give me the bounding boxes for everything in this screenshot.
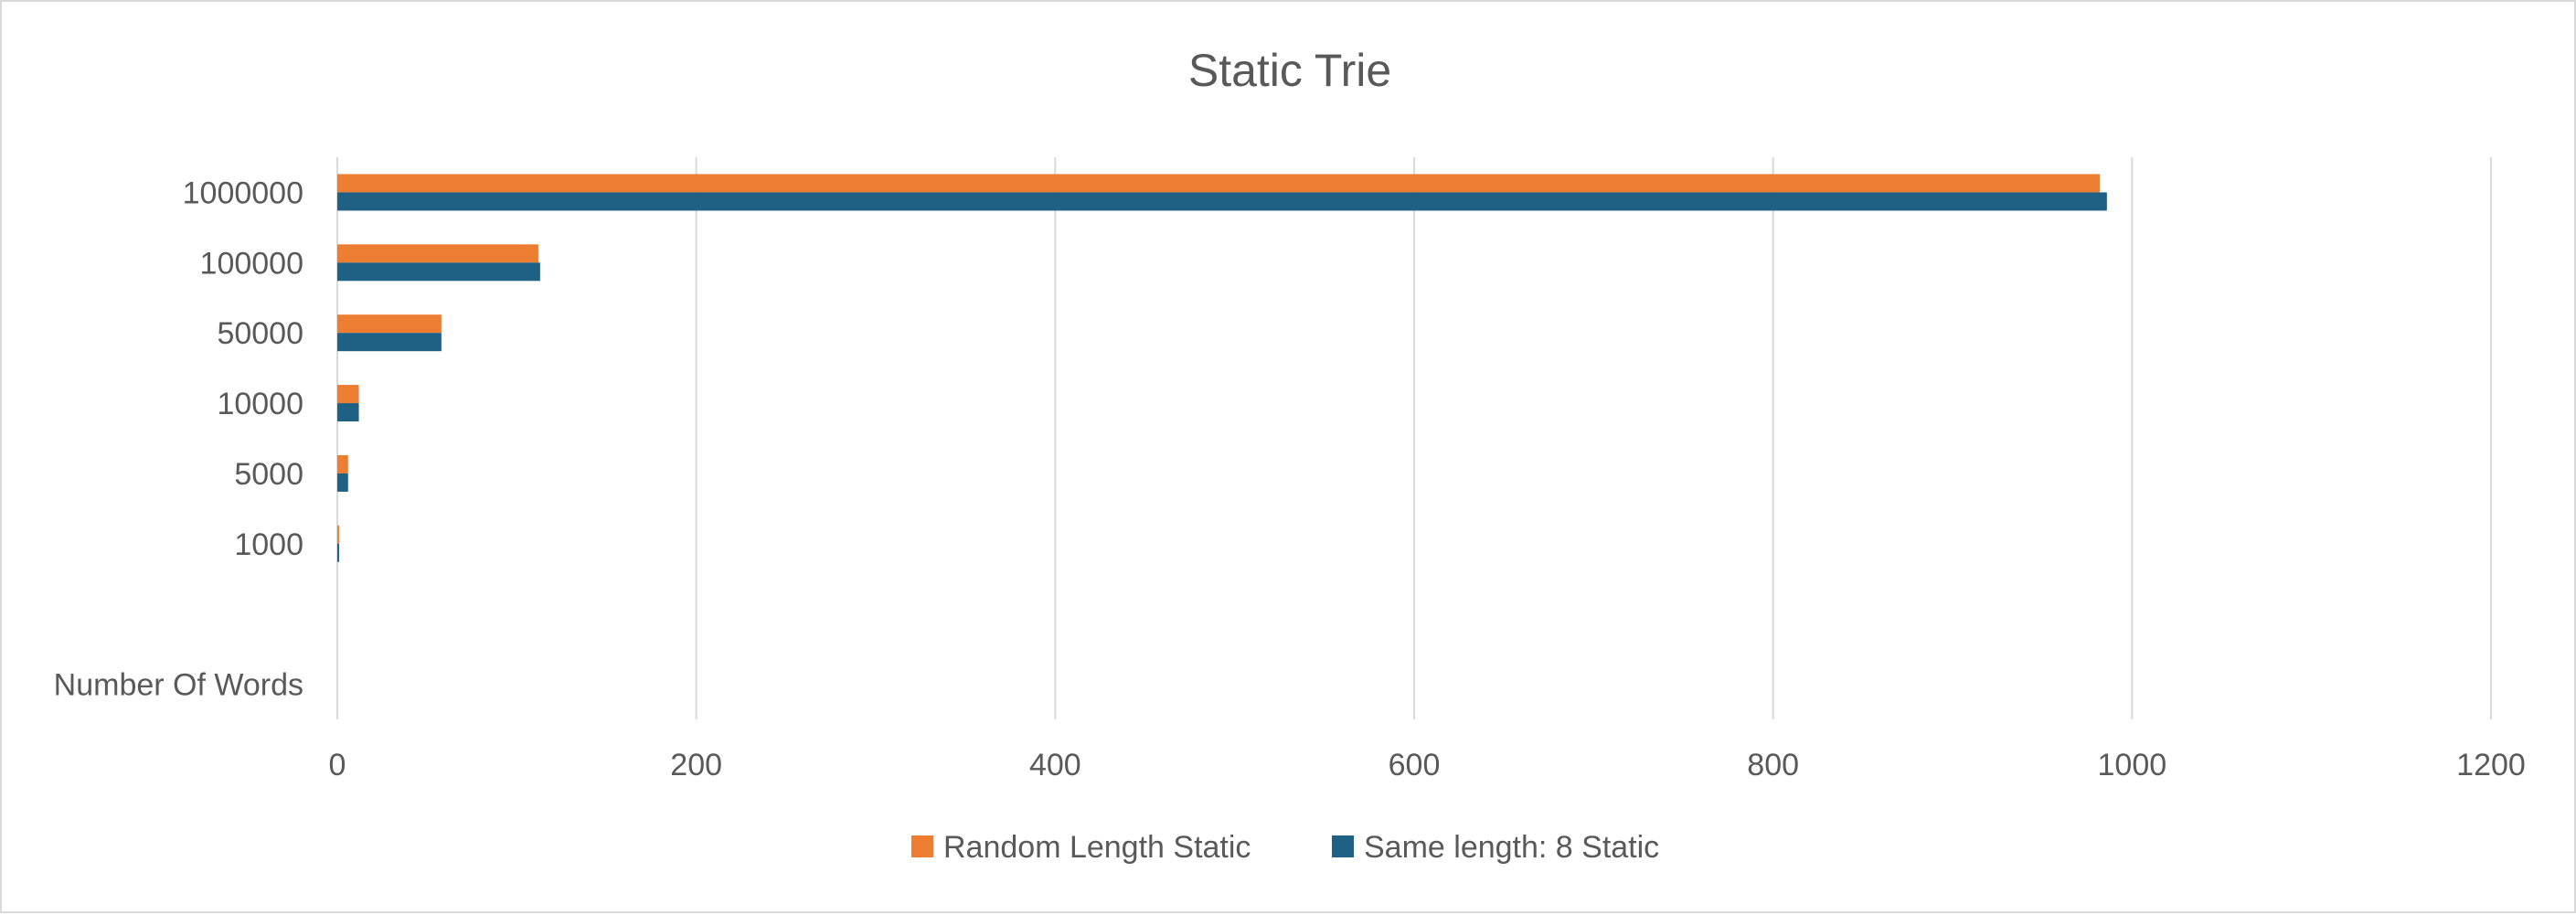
bar-same-length-10000 xyxy=(337,403,359,422)
y-axis-labels: Number Of Words 1000 5000 10000 50000 100000 1… xyxy=(54,176,303,702)
legend-swatch-same-length xyxy=(1332,835,1354,857)
x-tick-label: 400 xyxy=(1029,748,1081,782)
bar-same-length-1000000 xyxy=(337,192,2107,211)
x-tick-label: 1200 xyxy=(2456,748,2526,782)
chart-title: Static Trie xyxy=(1188,45,1391,96)
bar-same-length-1000 xyxy=(337,543,339,562)
x-tick-label: 800 xyxy=(1747,748,1799,782)
y-category-label: 1000000 xyxy=(183,176,303,210)
bars xyxy=(337,174,2107,562)
bar-random-length-100000 xyxy=(337,244,538,263)
x-tick-label: 0 xyxy=(329,748,346,782)
x-tick-label: 1000 xyxy=(2098,748,2167,782)
bar-random-length-10000 xyxy=(337,385,359,404)
y-category-label: Number Of Words xyxy=(54,668,303,703)
bar-random-length-50000 xyxy=(337,314,442,334)
y-category-label: 5000 xyxy=(234,457,303,492)
bar-same-length-50000 xyxy=(337,333,442,352)
y-category-label: 10000 xyxy=(217,387,303,421)
y-category-label: 1000 xyxy=(234,527,303,562)
x-axis-labels: 0 200 400 600 800 1000 1200 xyxy=(329,748,2526,782)
x-tick-label: 600 xyxy=(1389,748,1441,782)
bar-random-length-1000 xyxy=(337,525,339,544)
y-category-label: 100000 xyxy=(200,246,303,281)
legend-label-same-length: Same length: 8 Static xyxy=(1364,830,1659,865)
legend-label-random-length: Random Length Static xyxy=(943,830,1251,865)
legend-swatch-random-length xyxy=(911,835,933,857)
bar-random-length-1000000 xyxy=(337,174,2100,193)
bar-random-length-5000 xyxy=(337,454,348,473)
gridlines xyxy=(336,157,2492,719)
bar-same-length-5000 xyxy=(337,473,348,492)
x-tick-label: 200 xyxy=(670,748,722,782)
legend: Random Length Static Same length: 8 Stat… xyxy=(911,830,1659,865)
y-category-label: 50000 xyxy=(217,316,303,351)
bar-same-length-100000 xyxy=(337,262,540,282)
